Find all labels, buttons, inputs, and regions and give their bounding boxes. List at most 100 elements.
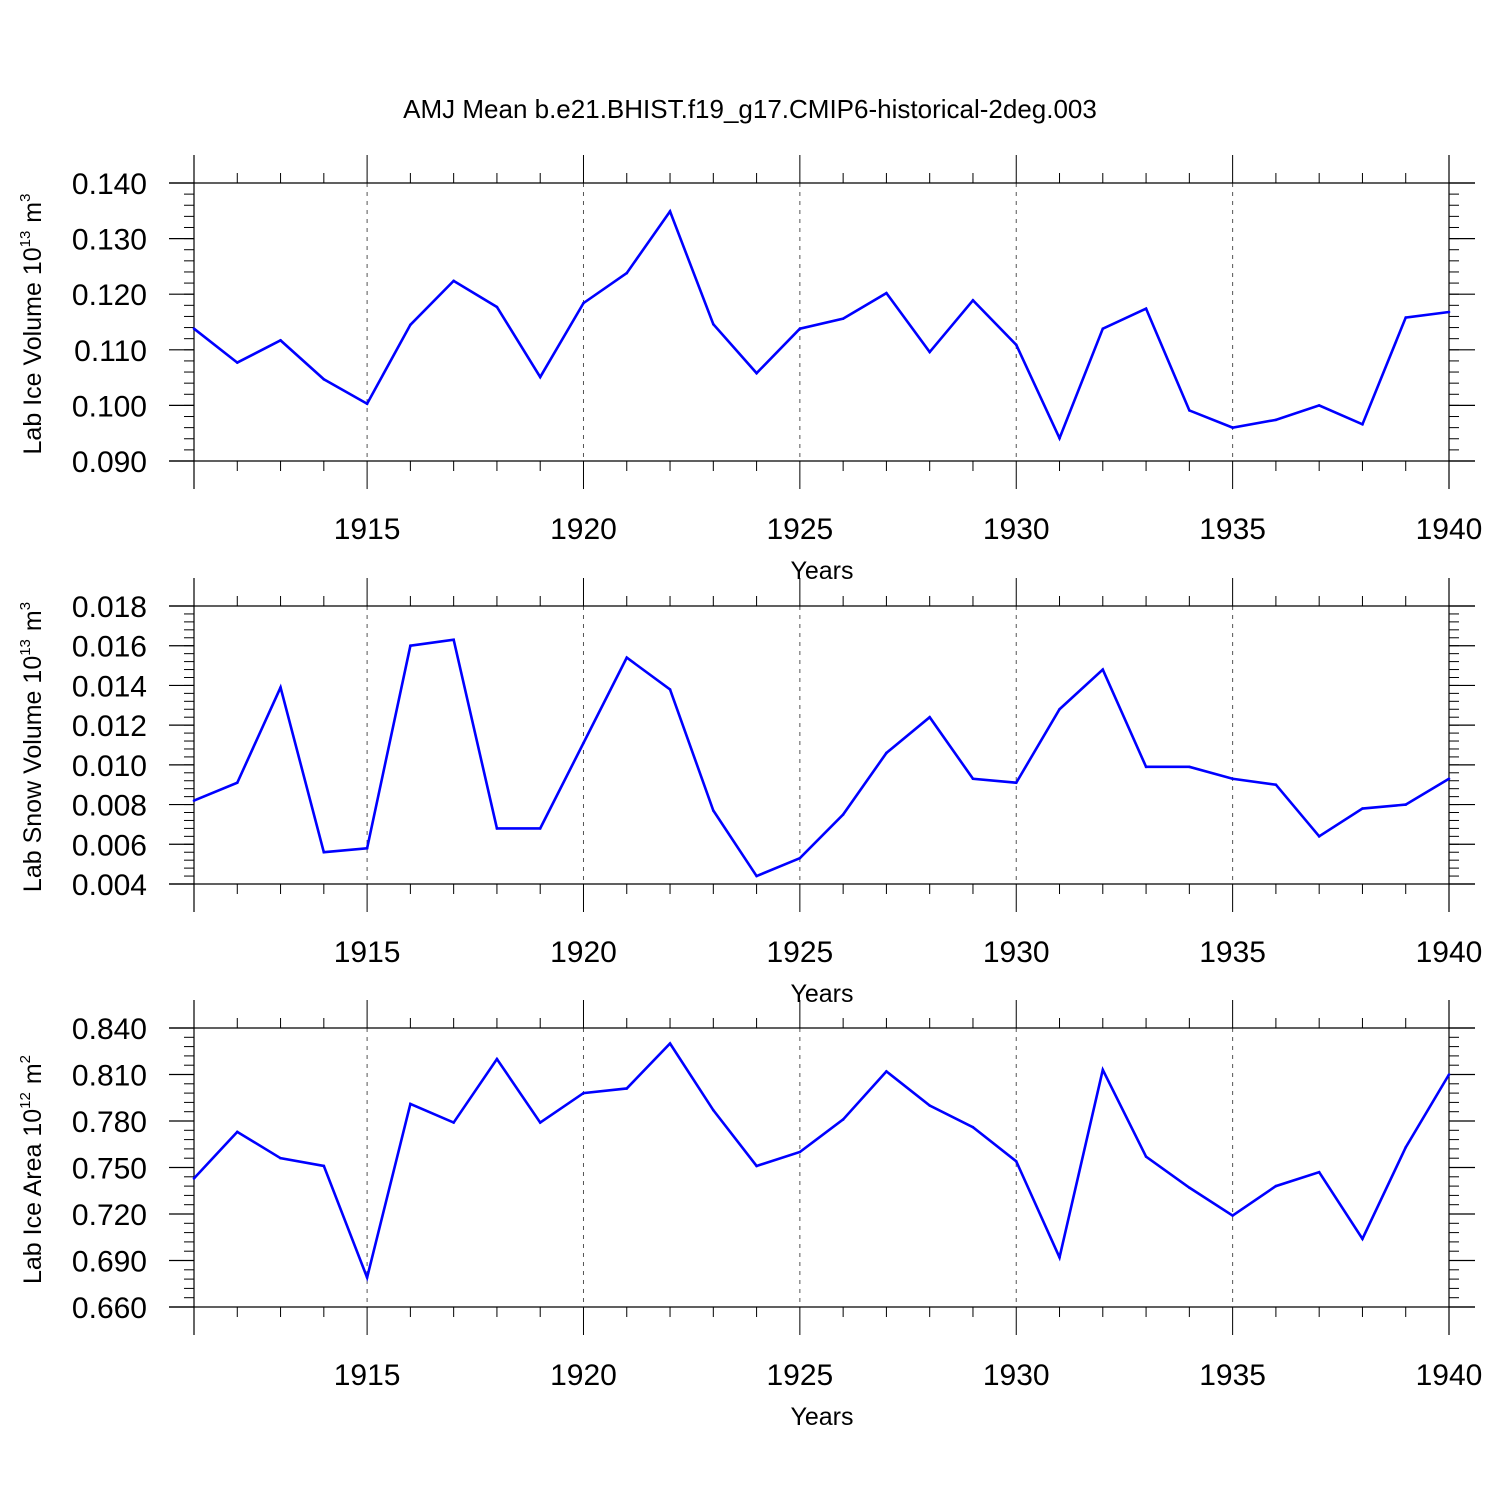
data-point (538, 1121, 542, 1124)
data-point (1404, 803, 1408, 806)
x-tick-label: 1940 (1416, 936, 1483, 969)
y-axis-label: Lab Ice Volume 1013 m3 (17, 194, 47, 455)
y-tick-label: 0.014 (72, 670, 147, 703)
series-line (193, 638, 1450, 878)
data-point (668, 688, 672, 691)
y-axis-label-part: Lab Ice Area 10 (19, 1109, 47, 1284)
data-point (1447, 1073, 1451, 1076)
data-point (409, 1102, 412, 1106)
y-axis-label-part: m (19, 202, 47, 223)
y-tick-label: 0.110 (74, 335, 147, 368)
data-point (1274, 418, 1278, 422)
data-point (798, 327, 802, 330)
data-point (409, 644, 412, 648)
x-tick-label: 1930 (983, 513, 1050, 546)
y-tick-label: 0.840 (72, 1013, 147, 1046)
y-tick-label: 0.720 (72, 1199, 147, 1232)
data-point (668, 1042, 672, 1045)
data-point (365, 846, 369, 850)
data-point (712, 322, 715, 326)
y-tick-label: 0.100 (72, 390, 147, 423)
x-tick-label: 1915 (334, 1359, 401, 1392)
data-point (971, 777, 975, 781)
data-point (538, 827, 542, 830)
y-axis-label: Lab Snow Volume 1013 m3 (17, 602, 47, 892)
x-tick-label: 1925 (766, 1359, 833, 1392)
x-tick-label: 1935 (1199, 1359, 1266, 1392)
data-point (582, 741, 585, 745)
data-point (1231, 426, 1234, 429)
data-point (625, 656, 629, 659)
data-point (365, 1276, 369, 1279)
x-tick-label: 1930 (983, 1359, 1050, 1392)
y-tick-label: 0.780 (72, 1106, 147, 1139)
data-point (1361, 1237, 1364, 1241)
data-point (322, 1164, 326, 1168)
data-point (495, 827, 499, 830)
data-point (1231, 1214, 1234, 1217)
data-point (1361, 423, 1364, 426)
y-tick-label: 0.008 (72, 790, 147, 823)
y-tick-label: 0.018 (72, 591, 147, 624)
data-point (1144, 307, 1148, 310)
data-point (1274, 783, 1278, 787)
figure-title: AMJ Mean b.e21.BHIST.f19_g17.CMIP6-histo… (403, 94, 1097, 124)
data-point (582, 1091, 585, 1095)
y-axis-label: Lab Ice Area 1012 m2 (17, 1055, 47, 1284)
data-point (755, 874, 758, 878)
data-point (1014, 343, 1018, 347)
data-point (1317, 1170, 1321, 1174)
y-axis-label-part: Lab Snow Volume 10 (19, 656, 47, 892)
y-axis-label-superscript: 13 (17, 231, 34, 248)
y-tick-label: 0.090 (72, 446, 147, 479)
data-point (495, 305, 499, 309)
data-point (625, 1087, 629, 1090)
data-point (1404, 316, 1408, 319)
data-point (755, 371, 758, 375)
data-point (1231, 777, 1234, 781)
data-point (279, 1156, 282, 1160)
data-point (841, 317, 845, 320)
x-tick-label: 1920 (550, 513, 617, 546)
x-tick-label: 1915 (334, 936, 401, 969)
data-point (279, 339, 282, 342)
data-point (452, 279, 455, 283)
data-point (841, 813, 845, 816)
x-axis-label: Years (790, 1403, 853, 1431)
y-tick-label: 0.004 (72, 869, 147, 902)
x-tick-label: 1920 (550, 1359, 617, 1392)
data-point (1101, 1068, 1105, 1072)
data-point (928, 350, 931, 354)
data-point (192, 799, 196, 802)
data-point (192, 1177, 196, 1180)
y-tick-label: 0.130 (72, 224, 147, 257)
x-tick-label: 1920 (550, 936, 617, 969)
data-point (798, 856, 802, 860)
x-tick-label: 1940 (1416, 1359, 1483, 1392)
y-tick-label: 0.750 (72, 1153, 147, 1186)
data-point (279, 686, 282, 689)
y-axis-label-superscript: 3 (17, 194, 34, 202)
y-tick-label: 0.140 (72, 168, 147, 201)
y-tick-label: 0.006 (72, 829, 147, 862)
x-axis-label: Years (790, 557, 853, 585)
data-point (1317, 835, 1321, 838)
x-tick-label: 1940 (1416, 513, 1483, 546)
x-tick-label: 1930 (983, 936, 1050, 969)
data-point (1274, 1184, 1278, 1188)
data-point (322, 377, 326, 381)
data-point (1014, 1160, 1018, 1163)
panel-2: 0.004 0.006 0.008 0.010 0.012 0.014 0.016 0.018… (17, 578, 1482, 1008)
panel-1: 0.090 0.100 0.110 0.120 0.130 0.140 1915 1920 19… (17, 155, 1482, 585)
data-point (452, 638, 455, 642)
x-tick-label: 1925 (766, 936, 833, 969)
data-point (1058, 436, 1061, 440)
data-point (452, 1121, 455, 1124)
data-point (1404, 1146, 1408, 1149)
panel-3: 0.660 0.690 0.720 0.750 0.780 0.810 0.840 1915 1… (17, 1000, 1482, 1431)
x-tick-label: 1935 (1199, 513, 1266, 546)
data-point (668, 210, 672, 213)
data-point (1361, 807, 1364, 810)
data-point (971, 1125, 975, 1129)
